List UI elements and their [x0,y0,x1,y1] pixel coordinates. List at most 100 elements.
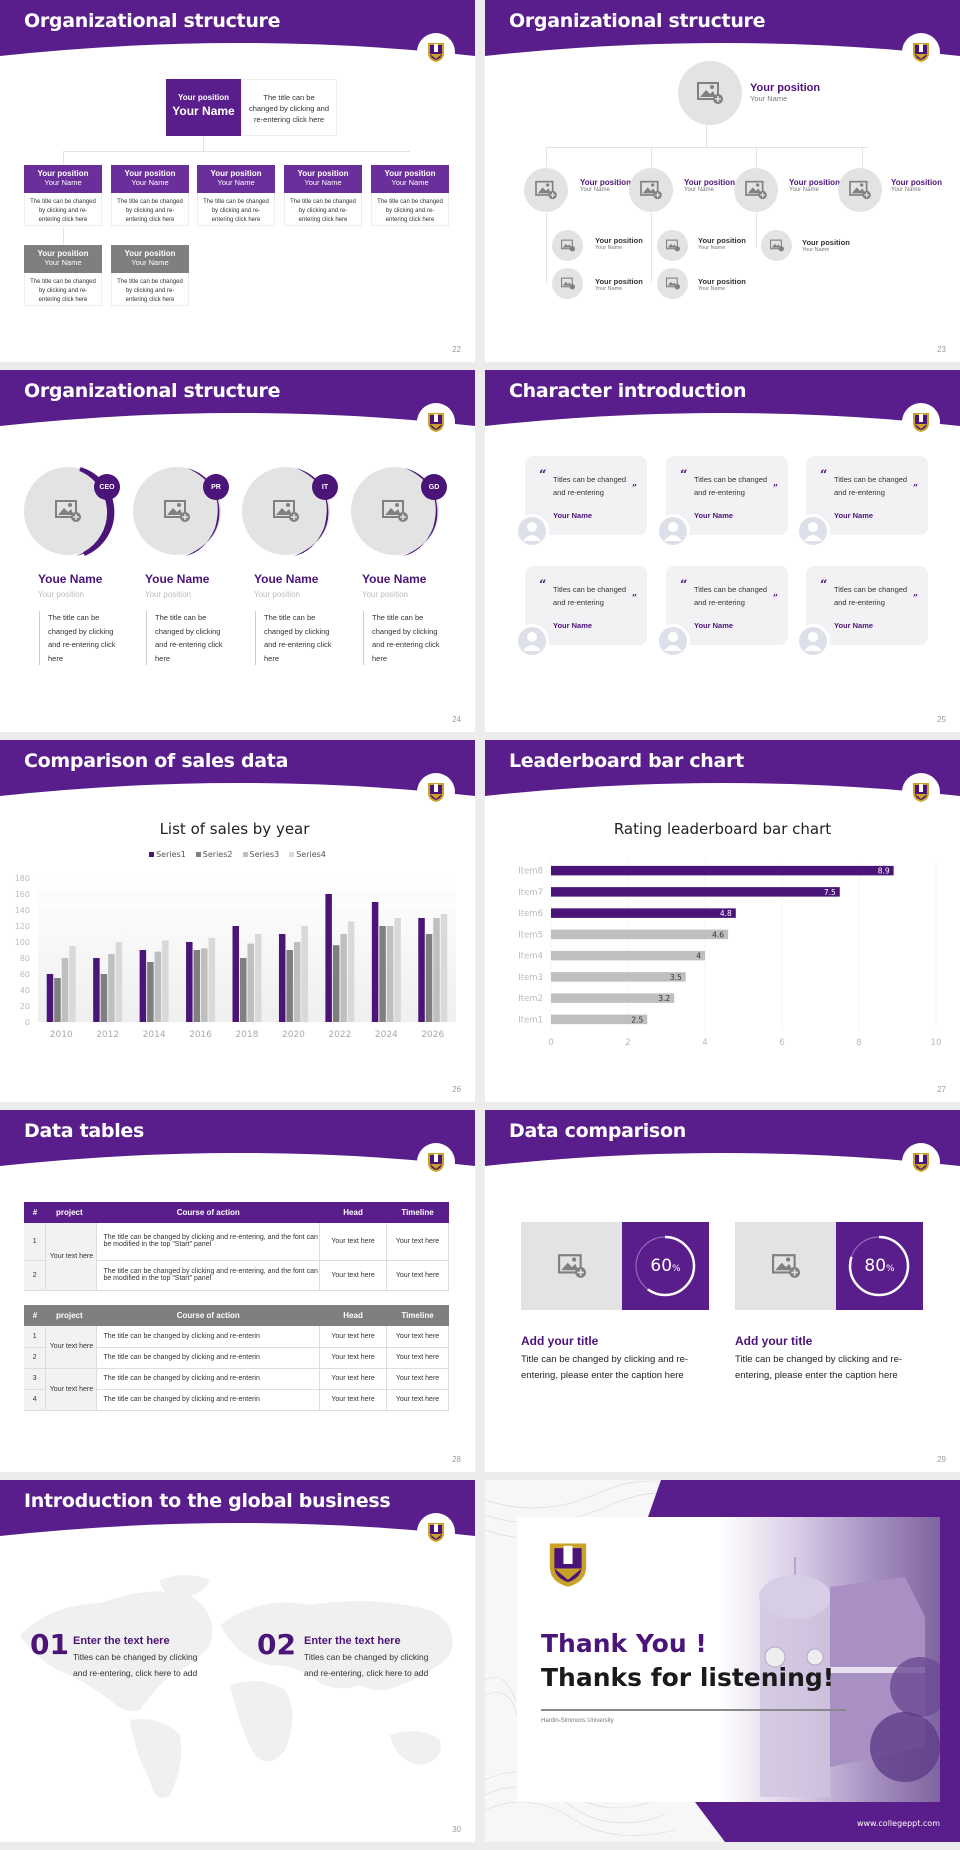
svg-text:2012: 2012 [96,1030,119,1040]
position-box[interactable]: Your position Your Name The title can be … [24,165,102,226]
item-title: Enter the text here [304,1635,401,1647]
slide-30-global-business[interactable]: Introduction to the global business 01 E… [0,1480,475,1842]
photo-placeholder[interactable] [678,61,742,125]
table-row[interactable]: 1 Your text here The title can be change… [24,1326,449,1369]
avatar[interactable] [656,624,690,658]
connector [756,147,757,167]
svg-text:0: 0 [548,1038,554,1048]
top-position-box[interactable]: Your position Your Name [166,79,241,136]
position-box[interactable]: Your position Your Name The title can be … [284,165,362,226]
thank-you-heading: Thank You ! [541,1629,707,1658]
position-box[interactable]: Your position Your Name The title can be … [24,245,102,306]
member-photo-ring[interactable] [133,466,231,558]
role-badge: PR [203,474,229,500]
table-row[interactable]: 1 Your text here The title can be change… [24,1223,449,1291]
image-add-icon [697,82,723,104]
avatar[interactable] [656,514,690,548]
avatar[interactable] [796,514,830,548]
svg-text:10: 10 [930,1038,942,1048]
quote-close-icon: ” [912,594,918,604]
slide-header: Character introduction [485,370,960,428]
svg-text:8: 8 [856,1038,862,1048]
image-placeholder[interactable] [521,1222,622,1310]
position-box[interactable]: Your position Your Name The title can be … [111,245,189,306]
slide-title: Organizational structure [24,10,281,32]
member-position: Your position [254,590,300,599]
avatar[interactable] [515,624,549,658]
slide-28-data-tables[interactable]: Data tables # project Course of action Head… [0,1110,475,1472]
table-row[interactable]: 4 The title can be changed by clicking a… [24,1389,449,1411]
slide-27-leaderboard[interactable]: Leaderboard bar chart Rating leaderboard… [485,740,960,1102]
slide-26-sales-comparison[interactable]: Comparison of sales data List of sales b… [0,740,475,1102]
slide-23-org-chart-circles[interactable]: Organizational structure Your position Y… [485,0,960,362]
crest-icon [428,1523,444,1542]
university-logo [902,33,940,71]
member-photo-ring[interactable] [351,466,449,558]
svg-text:40: 40 [20,986,30,995]
user-icon [804,632,822,651]
page-number: 27 [937,1085,946,1094]
position-box[interactable]: Your position Your Name The title can be … [371,165,449,226]
avatar[interactable] [515,514,549,548]
university-logo [417,1143,455,1181]
slide-25-character-introduction[interactable]: Character introduction “ Titles can be c… [485,370,960,732]
member-photo-ring[interactable] [242,466,340,558]
svg-text:2.5: 2.5 [631,1015,643,1024]
university-logo [417,1513,455,1551]
connector [862,147,863,167]
member-name: Youe Name [362,572,427,586]
slide-29-data-comparison[interactable]: Data comparison 60% Add your title Title… [485,1110,960,1472]
page-number: 26 [452,1085,461,1094]
crest-icon [428,1153,444,1172]
position-box[interactable]: Your position Your Name The title can be … [197,165,275,226]
top-description[interactable]: The title can be changed by clicking and… [241,79,337,136]
photo-placeholder-small[interactable] [552,268,583,299]
photo-placeholder-small[interactable] [761,230,792,261]
page-number: 28 [452,1455,461,1464]
image-placeholder[interactable] [735,1222,836,1310]
user-icon [523,632,541,651]
divider [541,1709,846,1711]
website-link[interactable]: www.collegeppt.com [856,1819,940,1828]
photo-placeholder-small[interactable] [552,230,583,261]
photo-placeholder[interactable] [524,168,568,212]
table-row[interactable]: 2 The title can be changed by clicking a… [24,1347,449,1369]
slide-24-team-members[interactable]: Organizational structure CEO Youe Name Y… [0,370,475,732]
position-box[interactable]: Your position Your Name The title can be … [111,165,189,226]
slide-31-thank-you[interactable]: Thank You ! Thanks for listening! Hardin… [485,1480,960,1842]
slide-title: Comparison of sales data [24,750,289,772]
photo-placeholder-small[interactable] [657,230,688,261]
photo-placeholder[interactable] [629,168,673,212]
item-description: Titles can be changed by clicking and re… [304,1652,429,1678]
item-description: Titles can be changed by clicking and re… [73,1652,198,1678]
role-badge: IT [312,474,338,500]
svg-text:20: 20 [20,1002,30,1011]
table-row[interactable]: 3 Your text here The title can be change… [24,1368,449,1411]
chart-legend: Series1 Series2 Series3 Series4 [0,850,475,859]
photo-placeholder[interactable] [734,168,778,212]
percentage-value: 80 [864,1256,887,1276]
percentage-ring: 80% [836,1222,923,1310]
top-position-label: Your position Your Name [750,82,821,103]
avatar[interactable] [796,624,830,658]
quote-close-icon: ” [631,594,637,604]
photo-placeholder-small[interactable] [657,268,688,299]
legend-item: Series1 [149,850,186,859]
item-title: Add your title [735,1334,813,1348]
crest-icon [913,783,929,802]
table-row[interactable]: 2 The title can be changed by clicking a… [24,1260,449,1291]
photo-placeholder[interactable] [838,168,882,212]
image-add-icon [640,180,662,200]
quote-open-icon: “ [820,468,828,483]
svg-text:Item3: Item3 [518,973,543,983]
slide-22-org-chart-boxes[interactable]: Organizational structure Your position Y… [0,0,475,362]
crest-icon [428,783,444,802]
slide-title: Character introduction [509,380,747,402]
quote-close-icon: ” [912,484,918,494]
role-badge: CEO [94,474,120,500]
svg-text:100: 100 [15,938,30,947]
legend-item: Series4 [289,850,326,859]
crest-icon [428,413,444,432]
crest-icon [913,43,929,62]
page-number: 29 [937,1455,946,1464]
